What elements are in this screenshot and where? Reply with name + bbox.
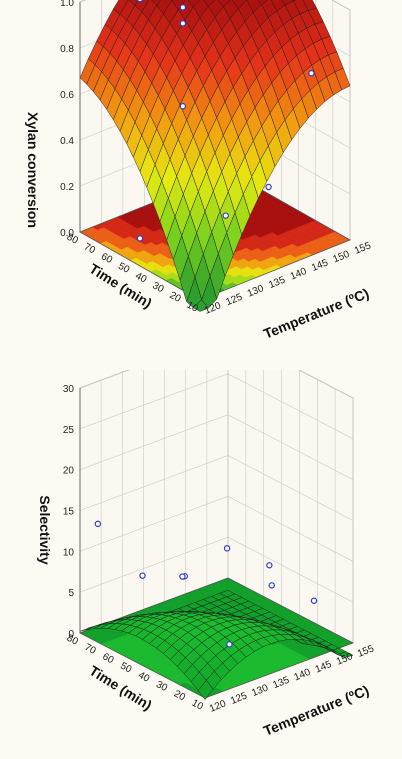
temperature-tick-label: 155: [356, 643, 376, 660]
temperature-tick-label: 155: [353, 240, 373, 257]
xylan-conversion-chart: 0.0 0.2 0.4 0.6 0.8 1.0 120 125 130 135 140 145 150 1…: [0, 0, 402, 370]
data-point: [179, 103, 187, 110]
z-tick-label: 30: [63, 384, 75, 395]
temperature-tick-label: 135: [271, 675, 291, 692]
data-point: [222, 212, 229, 219]
time-tick-label: 50: [116, 261, 131, 276]
z-tick-label: 25: [63, 425, 75, 436]
floor-outline: [79, 577, 354, 699]
data-point: [179, 4, 187, 11]
time-tick-label: 70: [82, 241, 97, 256]
time-tick-label: 50: [118, 661, 133, 676]
temperature-tick-label: 135: [267, 274, 287, 291]
data-point: [308, 70, 315, 77]
time-tick-label: 40: [133, 271, 148, 286]
surface-cell: [192, 299, 209, 312]
grid-lines: [79, 370, 354, 644]
data-point: [265, 183, 272, 191]
temperature-tick-label: 145: [310, 257, 330, 274]
z-tick-label: 0: [68, 629, 74, 640]
data-point: [226, 641, 233, 648]
time-tick-label: 30: [154, 679, 169, 694]
temperature-tick-label: 130: [246, 283, 266, 300]
data-point: [136, 0, 144, 3]
time-tick-label: 20: [168, 290, 183, 305]
temperature-tick-label: 125: [229, 690, 249, 707]
z-tick-label: 0.0: [60, 228, 74, 239]
temperature-tick-label: 150: [332, 249, 352, 266]
data-point: [139, 572, 146, 579]
selectivity-chart: 0 5 10 15 20 25 30 120 125 130 135 140 145 150 155 10 20…: [0, 370, 402, 759]
z-axis-title: Xylan conversion: [25, 112, 41, 228]
data-point: [268, 582, 275, 589]
data-point: [94, 520, 102, 528]
time-tick-label: 80: [65, 232, 80, 247]
time-tick-label: 20: [172, 688, 187, 703]
time-tick-label: 30: [150, 280, 165, 295]
data-point: [179, 20, 187, 27]
temperature-tick-label: 130: [250, 682, 270, 699]
time-tick-label: 60: [100, 651, 115, 666]
time-tick-label: 10: [185, 300, 200, 315]
temperature-tick-label: 145: [314, 659, 334, 676]
z-tick-label: 20: [63, 466, 75, 477]
time-tick-label: 70: [83, 642, 98, 657]
z-tick-label: 0.8: [60, 44, 74, 55]
temperature-tick-label: 125: [224, 292, 244, 309]
response-surface: [79, 0, 351, 312]
data-point: [310, 597, 318, 604]
xylan-conversion-plot: 0.00.20.40.60.81.01201251301351401451501…: [25, 0, 373, 342]
data-point: [136, 235, 144, 242]
experimental-points: [94, 520, 318, 648]
temperature-tick-label: 140: [293, 667, 313, 684]
data-point: [179, 573, 186, 580]
surface-cell: [197, 679, 214, 700]
z-tick-label: 15: [63, 507, 75, 518]
data-point: [223, 545, 231, 552]
time-tick-label: 60: [99, 251, 114, 266]
temperature-tick-label: 120: [208, 698, 228, 715]
time-tick-label: 80: [65, 633, 80, 648]
temperature-axis-title: Temperature (ºC): [261, 285, 371, 342]
experimental-points: [136, 0, 315, 242]
z-axis-title: Selectivity: [37, 495, 53, 564]
temperature-tick-label: 140: [289, 266, 309, 283]
data-point: [266, 562, 273, 569]
response-surface: [79, 590, 354, 700]
time-tick-label: 40: [136, 670, 151, 685]
time-tick-label: 10: [190, 698, 205, 713]
z-tick-label: 0.6: [60, 90, 74, 101]
z-tick-label: 5: [68, 588, 74, 599]
z-tick-label: 0.4: [60, 136, 74, 147]
z-tick-label: 0.2: [60, 182, 74, 193]
z-tick-label: 1.0: [60, 0, 74, 9]
z-tick-label: 10: [63, 547, 75, 558]
temperature-axis-title: Temperature (ºC): [261, 682, 371, 739]
